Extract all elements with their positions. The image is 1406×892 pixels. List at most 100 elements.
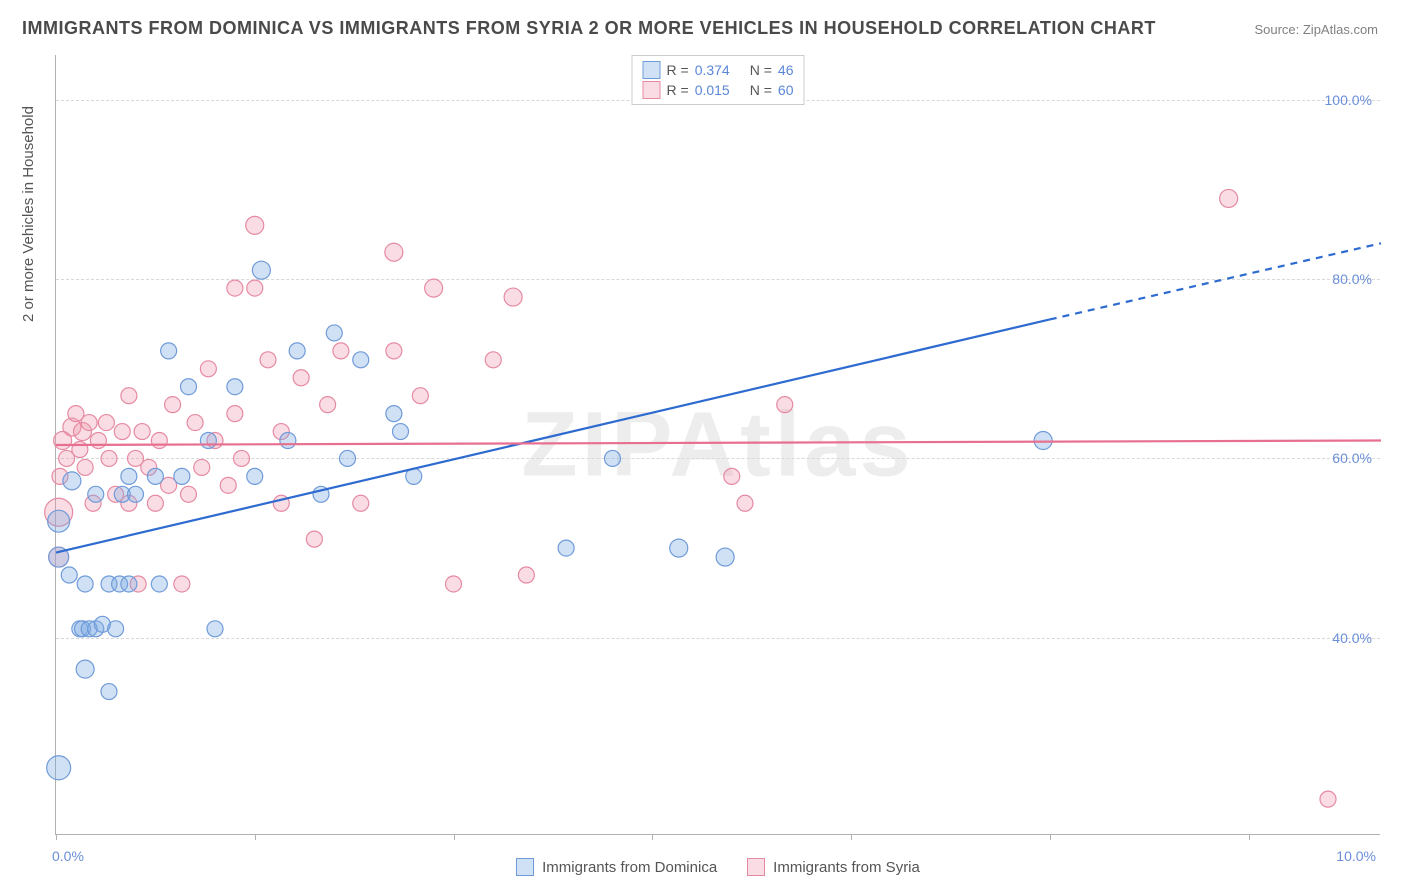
- scatter-point: [174, 576, 190, 592]
- x-tick: [851, 834, 852, 840]
- x-tick: [56, 834, 57, 840]
- source-attribution: Source: ZipAtlas.com: [1254, 22, 1378, 37]
- regression-line-syria: [56, 441, 1381, 445]
- scatter-point: [386, 343, 402, 359]
- scatter-point: [63, 472, 81, 490]
- scatter-point: [161, 343, 177, 359]
- scatter-point: [165, 397, 181, 413]
- scatter-point: [128, 486, 144, 502]
- scatter-point: [485, 352, 501, 368]
- scatter-point: [200, 361, 216, 377]
- scatter-point: [134, 424, 150, 440]
- legend-item: Immigrants from Dominica: [516, 858, 717, 876]
- scatter-point: [90, 433, 106, 449]
- scatter-point: [353, 495, 369, 511]
- scatter-point: [385, 243, 403, 261]
- legend-swatch: [643, 81, 661, 99]
- legend-row: R = 0.015 N = 60: [643, 80, 794, 100]
- scatter-point: [220, 477, 236, 493]
- scatter-point: [737, 495, 753, 511]
- scatter-point: [101, 684, 117, 700]
- scatter-point: [48, 510, 70, 532]
- scatter-point: [207, 621, 223, 637]
- legend-swatch: [643, 61, 661, 79]
- scatter-point: [247, 468, 263, 484]
- scatter-point: [181, 486, 197, 502]
- scatter-point: [777, 397, 793, 413]
- scatter-point: [1320, 791, 1336, 807]
- plot-area: ZIPAtlas R =0.374N =46R =0.015N =60 40.0…: [55, 55, 1380, 835]
- scatter-point: [101, 450, 117, 466]
- legend-label: Immigrants from Dominica: [542, 859, 717, 876]
- legend-n-label: N =: [750, 62, 772, 78]
- legend-r-value: 0.374: [695, 62, 730, 78]
- legend-n-label: N =: [750, 82, 772, 98]
- scatter-point: [326, 325, 342, 341]
- scatter-point: [77, 576, 93, 592]
- scatter-point: [174, 468, 190, 484]
- x-tick: [454, 834, 455, 840]
- series-legend: Immigrants from Dominica Immigrants from …: [56, 858, 1380, 876]
- scatter-point: [88, 486, 104, 502]
- legend-r-label: R =: [667, 82, 689, 98]
- legend-r-value: 0.015: [695, 82, 730, 98]
- scatter-point: [260, 352, 276, 368]
- scatter-point: [194, 459, 210, 475]
- scatter-point: [151, 576, 167, 592]
- scatter-point: [333, 343, 349, 359]
- legend-r-label: R =: [667, 62, 689, 78]
- scatter-point: [716, 548, 734, 566]
- regression-line-dominica-ext: [1050, 243, 1381, 319]
- legend-n-value: 60: [778, 82, 794, 98]
- scatter-point: [353, 352, 369, 368]
- scatter-point: [724, 468, 740, 484]
- scatter-point: [147, 468, 163, 484]
- scatter-point: [61, 567, 77, 583]
- scatter-point: [446, 576, 462, 592]
- scatter-point: [247, 280, 263, 296]
- scatter-point: [121, 468, 137, 484]
- correlation-legend: R = 0.374 N = 46 R = 0.015 N = 60: [632, 55, 805, 105]
- scatter-point: [670, 539, 688, 557]
- scatter-point: [340, 450, 356, 466]
- scatter-point: [504, 288, 522, 306]
- scatter-point: [280, 433, 296, 449]
- scatter-point: [605, 450, 621, 466]
- scatter-point: [293, 370, 309, 386]
- scatter-point: [252, 261, 270, 279]
- scatter-point: [386, 406, 402, 422]
- scatter-point: [227, 280, 243, 296]
- legend-item: Immigrants from Syria: [747, 858, 920, 876]
- scatter-point: [147, 495, 163, 511]
- scatter-point: [181, 379, 197, 395]
- scatter-point: [227, 379, 243, 395]
- legend-row: R = 0.374 N = 46: [643, 60, 794, 80]
- scatter-point: [187, 415, 203, 431]
- scatter-point: [1220, 189, 1238, 207]
- x-tick: [1050, 834, 1051, 840]
- x-tick: [255, 834, 256, 840]
- scatter-point: [306, 531, 322, 547]
- scatter-point: [320, 397, 336, 413]
- scatter-point: [108, 621, 124, 637]
- scatter-point: [98, 415, 114, 431]
- scatter-point: [289, 343, 305, 359]
- y-axis-title: 2 or more Vehicles in Household: [20, 106, 37, 322]
- scatter-point: [393, 424, 409, 440]
- x-tick: [652, 834, 653, 840]
- legend-label: Immigrants from Syria: [773, 859, 920, 876]
- chart-title: IMMIGRANTS FROM DOMINICA VS IMMIGRANTS F…: [22, 18, 1156, 39]
- chart-svg: [56, 55, 1380, 834]
- scatter-point: [76, 660, 94, 678]
- scatter-point: [200, 433, 216, 449]
- scatter-point: [114, 424, 130, 440]
- scatter-point: [77, 459, 93, 475]
- scatter-point: [1034, 432, 1052, 450]
- scatter-point: [121, 576, 137, 592]
- scatter-point: [425, 279, 443, 297]
- scatter-point: [518, 567, 534, 583]
- legend-n-value: 46: [778, 62, 794, 78]
- scatter-point: [81, 415, 97, 431]
- scatter-point: [234, 450, 250, 466]
- scatter-point: [227, 406, 243, 422]
